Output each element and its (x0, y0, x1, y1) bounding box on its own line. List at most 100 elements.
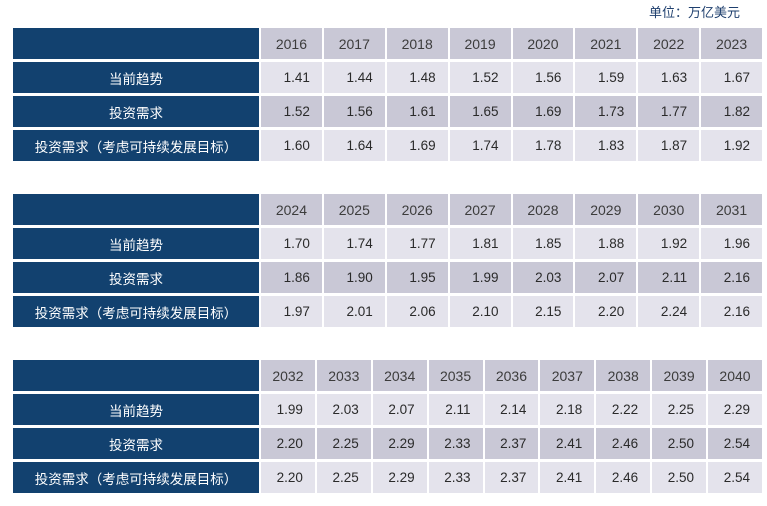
value-cell: 2.14 (484, 394, 539, 425)
value-cell: 1.97 (261, 296, 322, 327)
value-cell: 2.11 (638, 262, 700, 293)
value-cell: 1.41 (261, 62, 322, 93)
row-label: 当前趋势 (13, 228, 259, 259)
value-cell: 2.54 (708, 462, 762, 493)
value-cell: 1.70 (261, 228, 322, 259)
value-cell: 2.41 (540, 462, 595, 493)
value-cell: 1.65 (449, 96, 511, 127)
value-cell: 2.50 (652, 428, 706, 459)
value-cell: 1.52 (261, 96, 322, 127)
year-header-row: 2024 2025 2026 2027 2028 2029 2030 2031 (13, 194, 762, 225)
value-cell: 1.56 (512, 62, 574, 93)
value-cell: 2.20 (261, 462, 315, 493)
value-cell: 1.48 (386, 62, 448, 93)
value-cell: 1.87 (638, 130, 700, 161)
value-cell: 2.20 (261, 428, 315, 459)
value-cell: 2.16 (701, 296, 762, 327)
row-label: 投资需求 (13, 96, 259, 127)
value-cell: 1.86 (261, 262, 322, 293)
value-cell: 2.29 (372, 428, 427, 459)
row-label: 投资需求（考虑可持续发展目标） (13, 130, 259, 161)
value-cell: 2.37 (484, 462, 539, 493)
table-row: 投资需求 2.20 2.25 2.29 2.33 2.37 2.41 2.46 2.50 2.54 (13, 428, 762, 459)
value-cell: 1.78 (512, 130, 574, 161)
year-header-cell: 2027 (449, 194, 511, 225)
year-header-cell: 2030 (638, 194, 700, 225)
data-table-investment-2016-2023: 2016 2017 2018 2019 2020 2021 2022 2023 当前趋势 1.41… (11, 25, 764, 164)
value-cell: 2.20 (575, 296, 637, 327)
value-cell: 1.90 (323, 262, 385, 293)
year-header-cell: 2029 (575, 194, 637, 225)
table-row: 投资需求 1.86 1.90 1.95 1.99 2.03 2.07 2.11 2.16 (13, 262, 762, 293)
value-cell: 1.59 (575, 62, 637, 93)
value-cell: 1.73 (575, 96, 637, 127)
row-label: 当前趋势 (13, 62, 259, 93)
value-cell: 1.99 (261, 394, 315, 425)
year-header-cell: 2019 (449, 28, 511, 59)
year-header-cell: 2016 (261, 28, 322, 59)
year-header-cell: 2017 (323, 28, 385, 59)
year-header-cell: 2020 (512, 28, 574, 59)
value-cell: 2.03 (316, 394, 371, 425)
value-cell: 2.46 (596, 428, 651, 459)
year-header-cell: 2022 (638, 28, 700, 59)
value-cell: 1.52 (449, 62, 511, 93)
year-header-cell: 2040 (708, 360, 762, 391)
value-cell: 2.18 (540, 394, 595, 425)
value-cell: 1.88 (575, 228, 637, 259)
value-cell: 2.25 (316, 462, 371, 493)
row-label: 投资需求 (13, 262, 259, 293)
value-cell: 2.07 (372, 394, 427, 425)
table-row: 当前趋势 1.41 1.44 1.48 1.52 1.56 1.59 1.63 1.67 (13, 62, 762, 93)
value-cell: 2.24 (638, 296, 700, 327)
unit-label: 单位：万亿美元 (648, 5, 740, 20)
corner-cell (13, 28, 259, 59)
table-row: 投资需求 1.52 1.56 1.61 1.65 1.69 1.73 1.77 1.82 (13, 96, 762, 127)
value-cell: 1.92 (638, 228, 700, 259)
value-cell: 1.74 (449, 130, 511, 161)
value-cell: 1.69 (512, 96, 574, 127)
year-header-cell: 2021 (575, 28, 637, 59)
year-header-cell: 2025 (323, 194, 385, 225)
value-cell: 1.92 (701, 130, 762, 161)
value-cell: 2.41 (540, 428, 595, 459)
value-cell: 1.60 (261, 130, 322, 161)
table-row: 投资需求（考虑可持续发展目标） 2.20 2.25 2.29 2.33 2.37 2.41 2… (13, 462, 762, 493)
value-cell: 2.11 (428, 394, 483, 425)
row-label: 投资需求（考虑可持续发展目标） (13, 462, 259, 493)
value-cell: 2.33 (428, 428, 483, 459)
value-cell: 1.74 (323, 228, 385, 259)
row-label: 当前趋势 (13, 394, 259, 425)
year-header-row: 2016 2017 2018 2019 2020 2021 2022 2023 (13, 28, 762, 59)
table-row: 当前趋势 1.70 1.74 1.77 1.81 1.85 1.88 1.92 1.96 (13, 228, 762, 259)
year-header-cell: 2028 (512, 194, 574, 225)
value-cell: 1.83 (575, 130, 637, 161)
value-cell: 2.25 (652, 394, 706, 425)
year-header-cell: 2036 (484, 360, 539, 391)
row-label: 投资需求 (13, 428, 259, 459)
year-header-cell: 2024 (261, 194, 322, 225)
value-cell: 2.46 (596, 462, 651, 493)
table-row: 投资需求（考虑可持续发展目标） 1.97 2.01 2.06 2.10 2.15 2.20 2… (13, 296, 762, 327)
year-header-cell: 2039 (652, 360, 706, 391)
table-row: 当前趋势 1.99 2.03 2.07 2.11 2.14 2.18 2.22 2.25 2.29 (13, 394, 762, 425)
value-cell: 1.82 (701, 96, 762, 127)
value-cell: 1.64 (323, 130, 385, 161)
value-cell: 2.29 (372, 462, 427, 493)
value-cell: 2.33 (428, 462, 483, 493)
year-header-cell: 2033 (316, 360, 371, 391)
value-cell: 1.56 (323, 96, 385, 127)
year-header-cell: 2035 (428, 360, 483, 391)
year-header-cell: 2037 (540, 360, 595, 391)
value-cell: 1.44 (323, 62, 385, 93)
year-header-cell: 2038 (596, 360, 651, 391)
corner-cell (13, 194, 259, 225)
row-label: 投资需求（考虑可持续发展目标） (13, 296, 259, 327)
value-cell: 1.99 (449, 262, 511, 293)
year-header-cell: 2032 (261, 360, 315, 391)
value-cell: 2.03 (512, 262, 574, 293)
corner-cell (13, 360, 259, 391)
year-header-row: 2032 2033 2034 2035 2036 2037 2038 2039 2040 (13, 360, 762, 391)
year-header-cell: 2031 (701, 194, 762, 225)
value-cell: 1.77 (386, 228, 448, 259)
